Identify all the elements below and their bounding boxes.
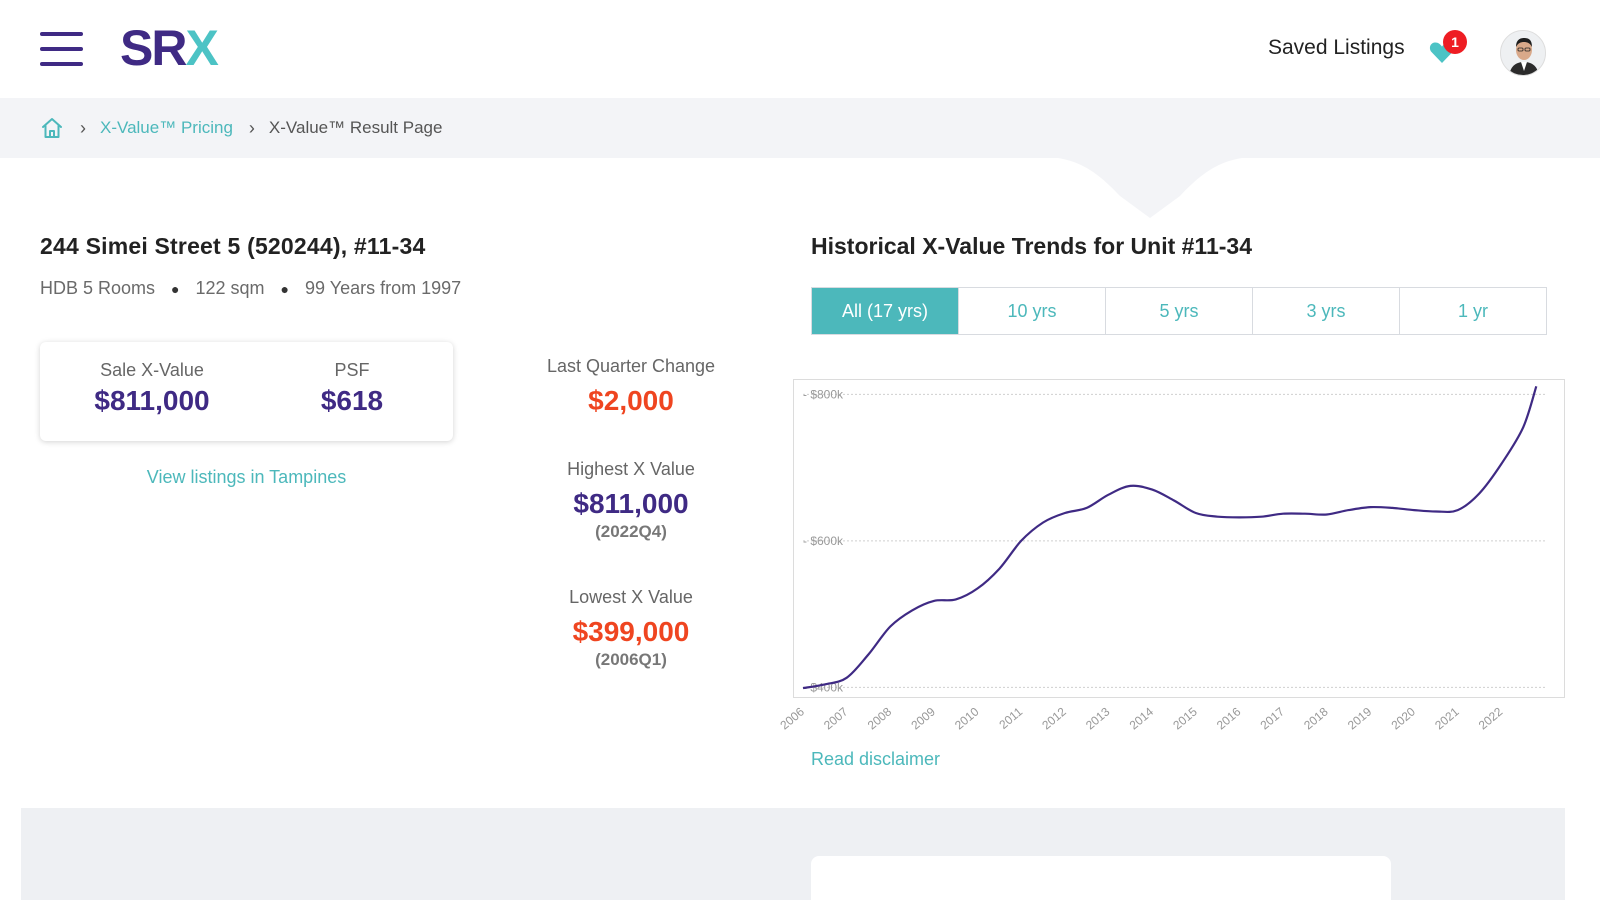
- chart-title: Historical X-Value Trends for Unit #11-3…: [811, 233, 1252, 259]
- highest-xvalue-amount: $811,000: [573, 488, 689, 519]
- breadcrumb-xvalue-pricing[interactable]: X-Value™ Pricing: [100, 118, 233, 137]
- tab-notch-decoration: [1030, 156, 1270, 218]
- y-tick-label: - $400k: [803, 680, 844, 694]
- xvalue-card: Sale X-Value $811,000 PSF $618: [40, 342, 453, 441]
- separator-dot: ●: [171, 280, 180, 297]
- view-listings-link[interactable]: View listings in Tampines: [146, 467, 347, 487]
- property-title: 244 Simei Street 5 (520244), #11-34: [40, 233, 426, 259]
- x-tick-label: 2020: [1389, 704, 1419, 732]
- x-tick-label: 2006: [777, 704, 807, 732]
- tab-all-years[interactable]: All (17 yrs): [812, 288, 959, 334]
- x-tick-label: 2007: [821, 704, 851, 732]
- x-tick-label: 2009: [908, 704, 938, 732]
- x-tick-label: 2011: [996, 704, 1025, 732]
- x-tick-label: 2022: [1476, 704, 1506, 732]
- read-disclaimer-link[interactable]: Read disclaimer: [811, 749, 941, 769]
- x-tick-label: 2021: [1432, 704, 1462, 732]
- chevron-right-icon: ›: [80, 117, 86, 138]
- breadcrumb-bar: › X-Value™ Pricing › X-Value™ Result Pag…: [0, 98, 1600, 158]
- property-tenure: 99 Years from 1997: [305, 278, 462, 298]
- tab-3-years[interactable]: 3 yrs: [1253, 288, 1400, 334]
- srx-logo[interactable]: SRX: [120, 20, 219, 76]
- sale-xvalue-block: Sale X-Value $811,000: [82, 360, 222, 417]
- xvalue-trend-chart: - $400k - $600k - $800k 2006 2007 2008 2009 201…: [777, 385, 1545, 732]
- lowest-xvalue-stat: Lowest X Value $399,000 (2006Q1): [520, 587, 742, 670]
- x-tick-label: 2014: [1127, 704, 1157, 732]
- sale-xvalue-label: Sale X-Value: [100, 360, 204, 380]
- psf-block: PSF $618: [302, 360, 402, 417]
- property-type: HDB 5 Rooms: [40, 278, 156, 298]
- psf-label: PSF: [334, 360, 370, 380]
- x-tick-label: 2015: [1170, 704, 1200, 732]
- x-tick-label: 2019: [1345, 704, 1375, 732]
- x-tick-label: 2008: [865, 704, 895, 732]
- home-icon[interactable]: [40, 116, 64, 140]
- sale-xvalue-amount: $811,000: [94, 385, 210, 416]
- y-tick-label: - $800k: [803, 387, 844, 401]
- x-tick-label: 2013: [1083, 704, 1113, 732]
- bottom-card: [811, 856, 1391, 900]
- highest-xvalue-label: Highest X Value: [567, 459, 695, 479]
- y-tick-label: - $600k: [803, 534, 844, 548]
- lowest-xvalue-period: (2006Q1): [595, 650, 667, 669]
- chart-frame: [793, 379, 1565, 698]
- saved-listings-link[interactable]: Saved Listings: [1268, 36, 1405, 59]
- hamburger-menu-icon[interactable]: [40, 32, 83, 66]
- x-tick-label: 2017: [1258, 704, 1288, 732]
- time-range-tabs: All (17 yrs) 10 yrs 5 yrs 3 yrs 1 yr: [811, 287, 1547, 335]
- user-avatar[interactable]: [1500, 30, 1546, 76]
- tab-5-years[interactable]: 5 yrs: [1106, 288, 1253, 334]
- tab-1-year[interactable]: 1 yr: [1457, 300, 1488, 321]
- property-meta: HDB 5 Rooms ● 122 sqm ● 99 Years from 19…: [40, 278, 461, 299]
- last-quarter-change-stat: Last Quarter Change $2,000: [520, 356, 742, 417]
- user-avatar-image: [1501, 31, 1545, 75]
- last-quarter-change-value: $2,000: [588, 385, 674, 416]
- x-tick-label: 2018: [1301, 704, 1331, 732]
- separator-dot: ●: [280, 280, 290, 297]
- x-tick-label: 2012: [1039, 704, 1069, 732]
- lowest-xvalue-amount: $399,000: [572, 616, 690, 647]
- lowest-xvalue-label: Lowest X Value: [569, 587, 693, 607]
- x-tick-label: 2010: [952, 704, 982, 732]
- breadcrumb: › X-Value™ Pricing › X-Value™ Result Pag…: [40, 98, 442, 158]
- top-header: SRX Saved Listings 1: [0, 0, 1600, 98]
- highest-xvalue-period: (2022Q4): [595, 522, 667, 541]
- property-size: 122 sqm: [195, 278, 265, 298]
- highest-xvalue-stat: Highest X Value $811,000 (2022Q4): [520, 459, 742, 542]
- psf-amount: $618: [320, 385, 384, 416]
- breadcrumb-current-page: X-Value™ Result Page: [268, 118, 443, 137]
- x-tick-label: 2016: [1214, 704, 1244, 732]
- last-quarter-change-label: Last Quarter Change: [546, 356, 716, 376]
- series-line-xvalue: [802, 385, 1538, 690]
- tab-10-years[interactable]: 10 yrs: [959, 288, 1106, 334]
- chevron-right-icon: ›: [248, 117, 255, 138]
- saved-count-badge: 1: [1443, 30, 1467, 54]
